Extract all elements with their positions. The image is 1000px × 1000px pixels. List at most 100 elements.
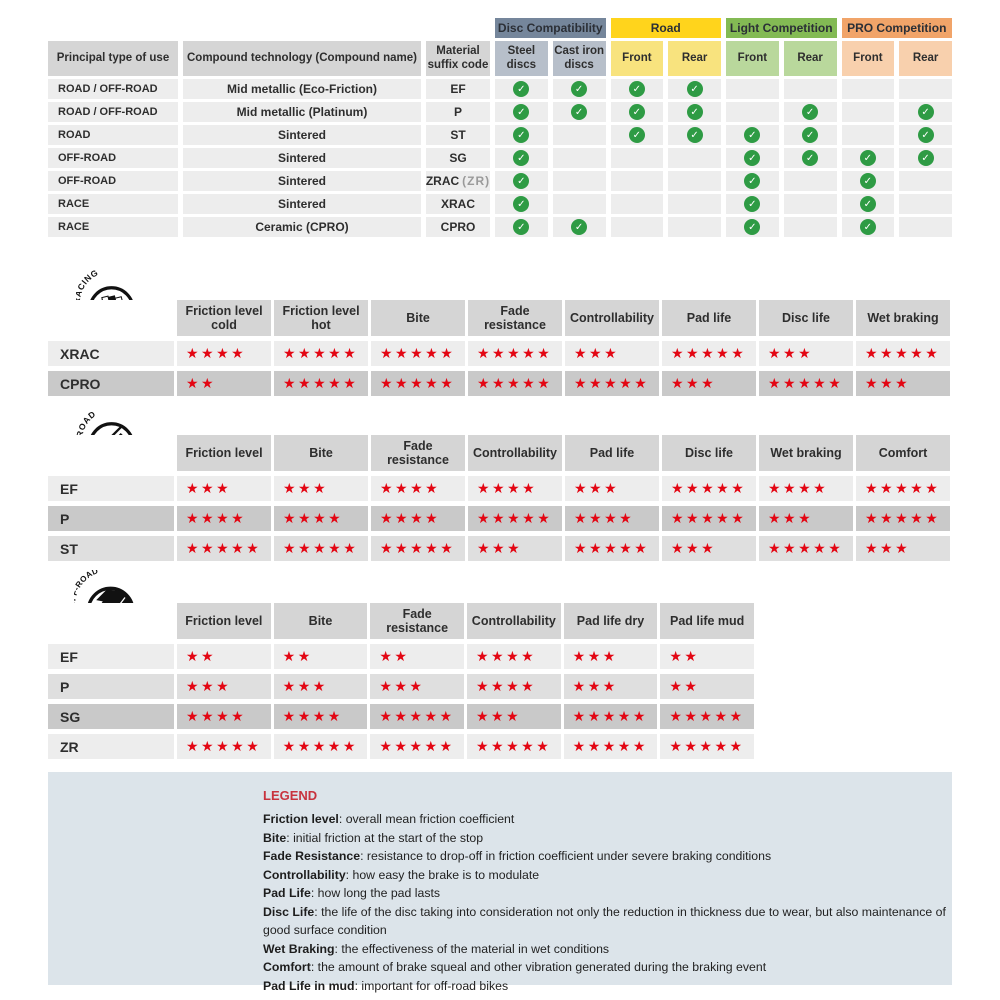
star-rating-cell: ★★★★	[177, 506, 271, 531]
compat-check-cell	[610, 148, 664, 168]
star-rating-cell: ★★★★★	[565, 371, 659, 396]
check-icon: ✓	[802, 127, 819, 143]
check-icon: ✓	[513, 173, 530, 189]
compat-check-cell: ✓	[552, 79, 606, 99]
compat-row-use: OFF-ROAD	[48, 171, 178, 191]
rating-column-header: Friction level	[177, 603, 271, 639]
compat-row-tech: Sintered	[183, 194, 421, 214]
star-rating-cell: ★★★★★	[856, 476, 950, 501]
sub-header: Steel discs	[495, 41, 548, 76]
compat-row-tech: Sintered	[183, 171, 421, 191]
legend-item: Disc Life: the life of the disc taking i…	[263, 904, 946, 938]
compat-check-cell	[783, 79, 837, 99]
star-rating-cell: ★★★	[370, 674, 464, 699]
check-icon: ✓	[744, 219, 761, 235]
rating-column-header: Pad life mud	[660, 603, 754, 639]
check-icon: ✓	[513, 196, 530, 212]
check-icon: ✓	[859, 219, 876, 235]
compat-check-cell	[552, 148, 606, 168]
sub-header: Cast iron discs	[552, 41, 606, 76]
column-header: Compound technology (Compound name)	[183, 41, 421, 76]
compat-row-code: CPRO	[426, 217, 490, 237]
star-rating-cell: ★★★★★	[563, 734, 658, 759]
rating-column-header: Bite	[273, 603, 368, 639]
rating-column-header: Bite	[371, 300, 465, 336]
star-rating-cell: ★★★★★	[177, 536, 271, 561]
sub-header: Front	[610, 41, 664, 76]
star-rating-cell: ★★★	[759, 506, 853, 531]
star-rating-cell: ★★★	[177, 476, 271, 501]
star-rating-cell: ★★★	[466, 704, 561, 729]
star-rating-cell: ★★★	[856, 371, 950, 396]
compat-check-cell: ✓	[899, 148, 952, 168]
legend-term: Wet Braking	[263, 941, 335, 956]
compat-check-cell	[899, 171, 952, 191]
compat-row-code: XRAC	[426, 194, 490, 214]
star-rating-cell: ★★★★★	[274, 536, 368, 561]
check-icon: ✓	[802, 150, 819, 166]
star-rating-cell: ★★★★	[468, 476, 562, 501]
check-icon: ✓	[859, 150, 876, 166]
compat-check-cell	[668, 171, 721, 191]
star-rating-cell: ★★★★	[466, 674, 561, 699]
compat-row-code: EF	[426, 79, 490, 99]
star-rating-cell: ★★★★★	[856, 341, 950, 366]
compat-row-code: SG	[426, 148, 490, 168]
legend-item: Comfort: the amount of brake squeal and …	[263, 960, 767, 974]
check-icon: ✓	[571, 81, 588, 97]
compat-check-cell	[552, 171, 606, 191]
rating-column-header: Disc life	[662, 435, 756, 471]
rating-column-header: Pad life dry	[563, 603, 658, 639]
compat-check-cell	[783, 171, 837, 191]
star-rating-cell: ★★★★★	[274, 341, 368, 366]
rating-row-label: EF	[48, 644, 174, 669]
compat-check-cell	[668, 148, 721, 168]
compat-check-cell	[610, 171, 664, 191]
offroad-rating-table: Friction level Bite Fade resistance Control…	[48, 603, 754, 759]
star-rating-cell: ★★★★★	[565, 536, 659, 561]
star-rating-cell: ★★★★★	[274, 371, 368, 396]
compat-row-tech: Sintered	[183, 125, 421, 145]
compat-check-cell: ✓	[495, 148, 548, 168]
check-icon: ✓	[686, 104, 703, 120]
sub-header: Front	[841, 41, 895, 76]
legend-term: Fade Resistance	[263, 849, 361, 863]
rating-column-header: Wet braking	[856, 300, 950, 336]
rating-column-header: Friction level cold	[177, 300, 271, 336]
compatibility-table: Disc Compatibility Steel discs Cast iron d…	[48, 18, 952, 260]
check-icon: ✓	[744, 127, 761, 143]
star-rating-cell: ★★★	[662, 371, 756, 396]
compat-check-cell: ✓	[552, 102, 606, 122]
star-rating-cell: ★★★	[565, 476, 659, 501]
compat-check-cell: ✓	[726, 217, 779, 237]
compat-row-use: ROAD / OFF-ROAD	[48, 79, 178, 99]
rating-column-header: Disc life	[759, 300, 853, 336]
star-rating-cell: ★★★	[565, 341, 659, 366]
star-rating-cell: ★★★★	[273, 704, 368, 729]
compat-check-cell: ✓	[899, 102, 952, 122]
star-rating-cell: ★★★	[563, 674, 658, 699]
star-rating-cell: ★★★★★	[177, 734, 271, 759]
star-rating-cell: ★★	[177, 644, 271, 669]
check-icon: ✓	[628, 127, 645, 143]
star-rating-cell: ★★★★	[177, 341, 271, 366]
legend-term: Disc Life	[263, 904, 315, 919]
star-rating-cell: ★★★★★	[370, 704, 464, 729]
star-rating-cell: ★★★★	[759, 476, 853, 501]
group-band-light-competition: Light Competition	[726, 18, 837, 38]
rating-column-header: Controllability	[565, 300, 659, 336]
rating-row-label: CPRO	[48, 371, 174, 396]
rating-column-header: Friction level hot	[274, 300, 368, 336]
star-rating-cell: ★★★★★	[563, 704, 658, 729]
star-rating-cell: ★★★★	[466, 644, 561, 669]
compat-check-cell: ✓	[668, 125, 721, 145]
check-icon: ✓	[744, 150, 761, 166]
column-header: Principal type of use	[48, 41, 178, 76]
rating-header-spacer	[48, 300, 174, 336]
legend-term: Friction level	[263, 812, 339, 826]
star-rating-cell: ★★	[660, 674, 754, 699]
check-icon: ✓	[571, 104, 588, 120]
compat-check-cell	[726, 102, 779, 122]
star-rating-cell: ★★★	[177, 674, 271, 699]
legend-term: Pad Life	[263, 886, 311, 900]
